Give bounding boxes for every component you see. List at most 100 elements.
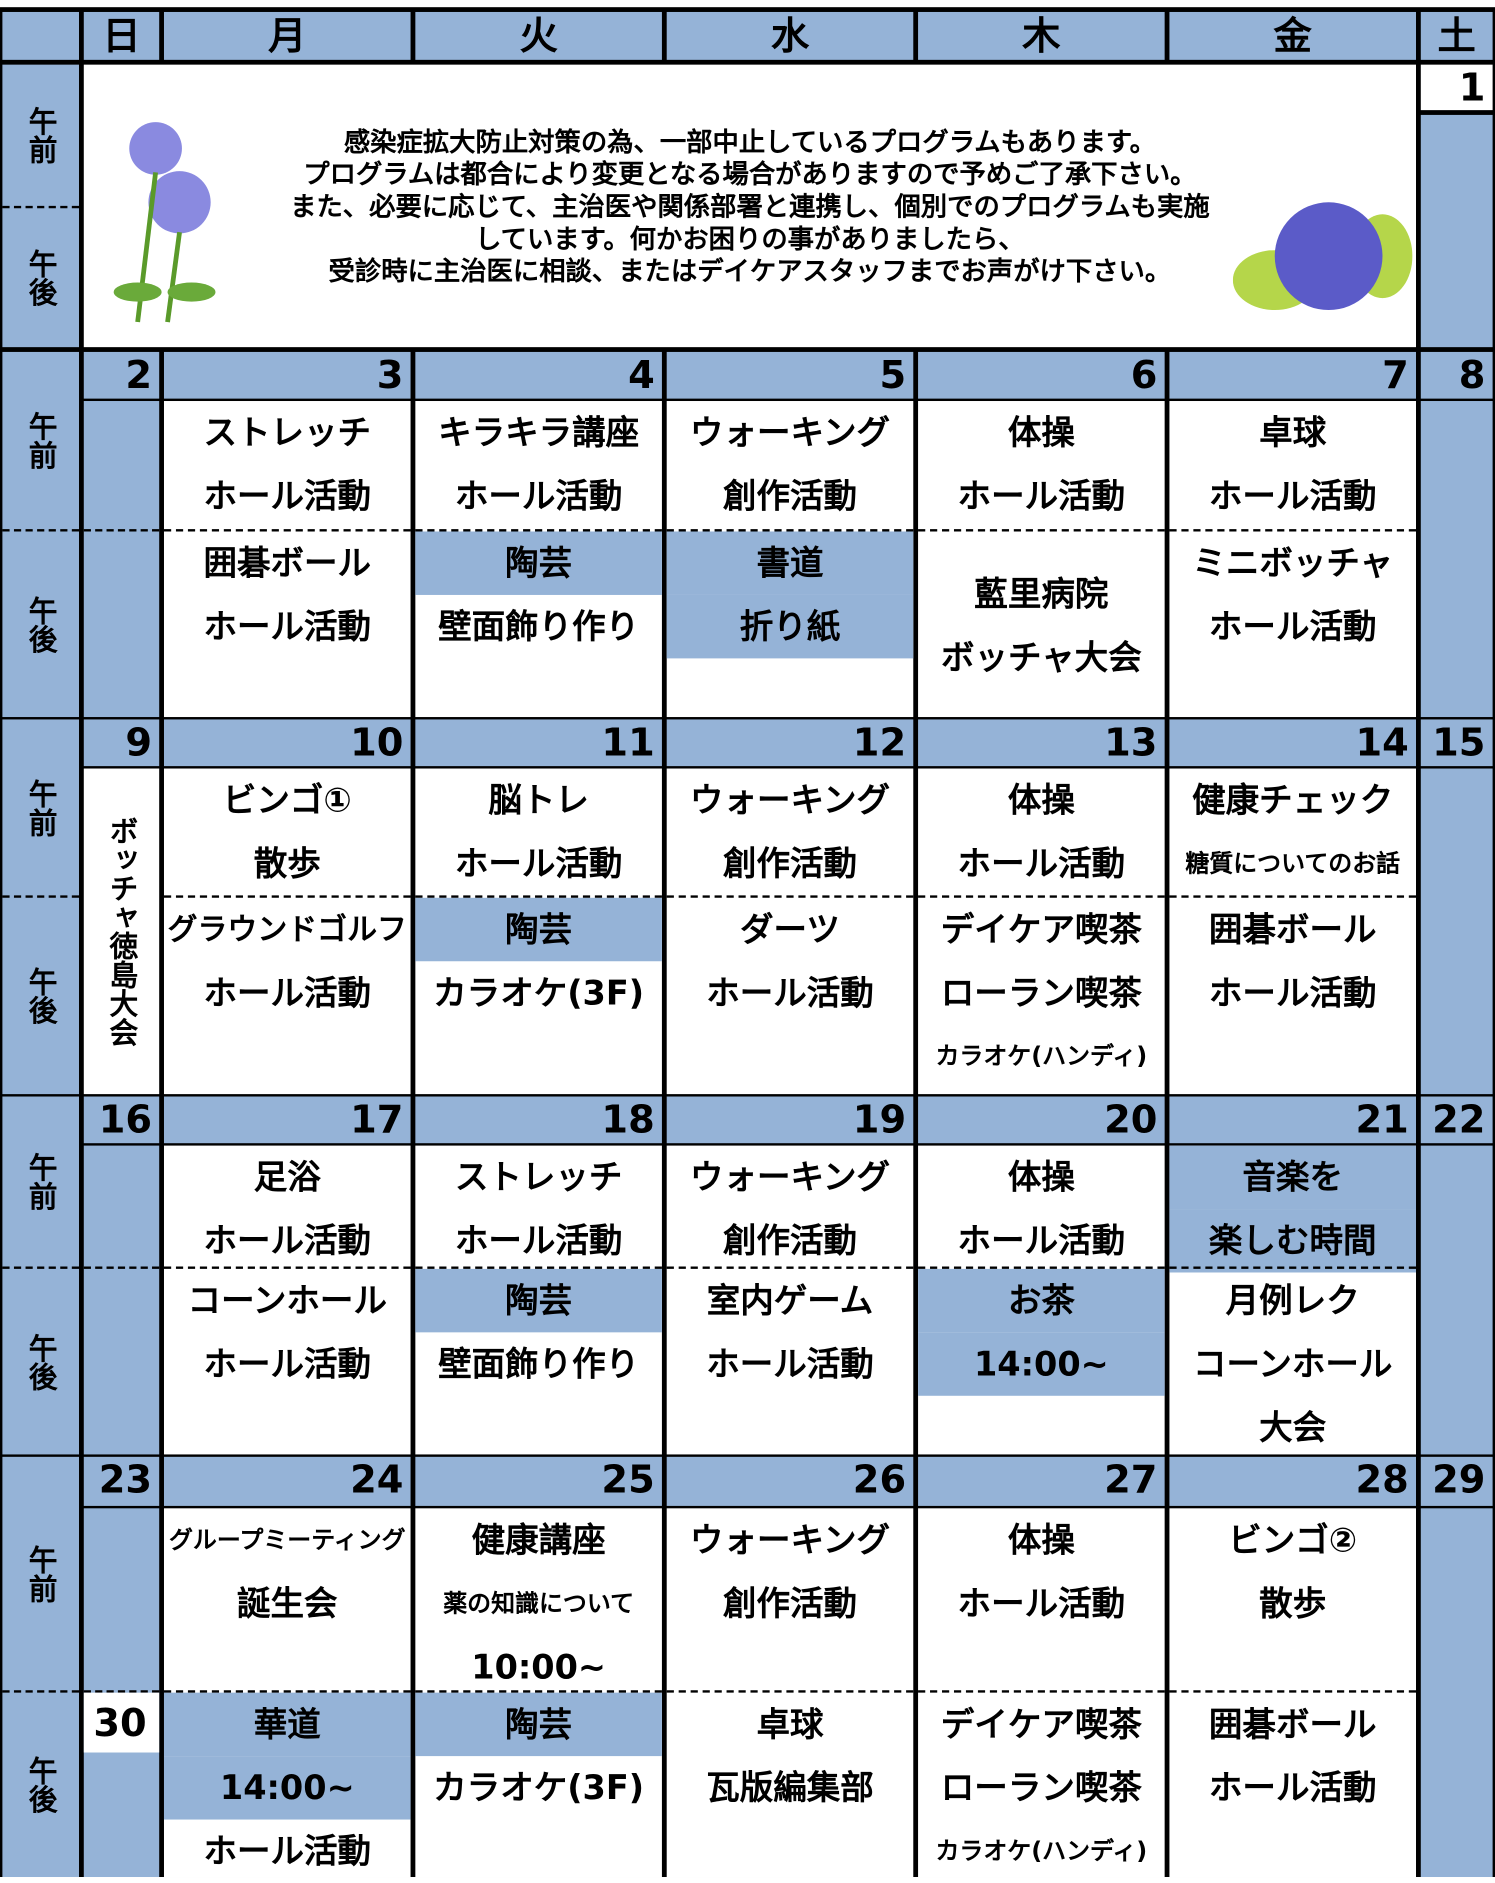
- program-text: 囲碁ボール: [1208, 1704, 1377, 1745]
- date-number: 18: [601, 1096, 655, 1143]
- date-cell: 15: [1420, 719, 1493, 767]
- day-cell: ストレッチ ホール活動 囲碁ボール ホール活動: [163, 401, 411, 718]
- date-cell: 14: [1169, 719, 1417, 767]
- program-text: ホール活動: [1208, 476, 1377, 516]
- date-cell: 28: [1169, 1456, 1417, 1506]
- program-text: ホール活動: [957, 1583, 1126, 1624]
- program-text: 陶芸: [415, 1268, 662, 1333]
- date-number: 10: [350, 719, 404, 765]
- ampm-divider: [163, 529, 411, 532]
- program-text: 卓球: [1259, 412, 1327, 453]
- program-text: ホール活動: [1208, 1768, 1377, 1808]
- program-text: ビンゴ②: [1228, 1520, 1358, 1560]
- program-text: 誕生会: [236, 1583, 338, 1624]
- program-text: 14:00~: [918, 1332, 1165, 1396]
- program-text: 体操: [1007, 1157, 1075, 1198]
- ampm-divider: [415, 1690, 662, 1693]
- program-text: コーンホール: [187, 1280, 387, 1321]
- program-text: 囲碁ボール: [203, 543, 372, 583]
- program-text: 健康講座: [471, 1520, 606, 1560]
- program-text: ホール活動: [957, 1221, 1126, 1261]
- date-cell: 4: [415, 351, 662, 399]
- program-text: カラオケ(ハンディ): [935, 1836, 1148, 1866]
- date-cell: 25: [415, 1456, 662, 1506]
- program-text: ホール活動: [957, 476, 1126, 516]
- ampm-column: 午前 午後: [2, 1456, 79, 1878]
- date-number: 29: [1432, 1456, 1486, 1503]
- date-cell: 11: [415, 719, 662, 767]
- day-name: 日: [102, 13, 141, 59]
- day-cell: ストレッチ ホール活動 陶芸 壁面飾り作り: [415, 1145, 662, 1455]
- date-number: 16: [98, 1096, 153, 1143]
- ampm-divider: [2, 205, 79, 209]
- program-text: 陶芸: [415, 897, 662, 962]
- ampm-column: 午前 午後: [2, 1096, 79, 1455]
- ampm-divider: [666, 1266, 914, 1269]
- program-text: グループミーティング: [168, 1525, 406, 1554]
- am-label: 午前: [23, 1544, 57, 1603]
- pm-label: 午後: [23, 967, 57, 1025]
- program-text: ホール活動: [454, 1221, 623, 1261]
- program-text: 月例レク: [1225, 1280, 1360, 1321]
- ampm-divider: [1169, 1266, 1417, 1269]
- day-cell: 体操 ホール活動 デイケア喫茶 ローラン喫茶 カラオケ(ハンディ): [918, 1508, 1165, 1878]
- ampm-divider: [415, 895, 662, 898]
- saturday-body: [1420, 401, 1493, 718]
- program-text: ウォーキング: [689, 1520, 891, 1560]
- am-label: 午前: [23, 778, 57, 837]
- date-number: 30: [93, 1699, 147, 1746]
- ampm-divider: [918, 529, 1165, 532]
- program-text: ホール活動: [957, 843, 1126, 884]
- date-cell: 21: [1169, 1096, 1417, 1144]
- am-label: 午前: [23, 106, 57, 164]
- program-text: ホール活動: [706, 1344, 874, 1384]
- pm-label: 午後: [23, 1756, 57, 1814]
- program-text: 折り紙: [666, 594, 914, 659]
- date-cell: 17: [163, 1096, 411, 1144]
- day-name: 月: [268, 13, 307, 59]
- date-number: 17: [350, 1096, 404, 1143]
- ampm-divider: [83, 1266, 160, 1269]
- ampm-divider: [1169, 1690, 1417, 1693]
- date-number: 12: [852, 719, 907, 765]
- day-header: 木: [918, 11, 1165, 60]
- saturday-body: [1420, 114, 1493, 348]
- date-number: 2: [125, 351, 153, 398]
- program-text: デイケア喫茶: [940, 909, 1142, 950]
- day-header: 水: [666, 11, 914, 60]
- day-cell: ウォーキング 創作活動 ダーツ ホール活動: [666, 768, 914, 1095]
- day-cell: ウォーキング 創作活動 書道 折り紙: [666, 401, 914, 718]
- day-cell: ウォーキング 創作活動 室内ゲーム ホール活動: [666, 1145, 914, 1455]
- date-cell: 12: [666, 719, 914, 767]
- date-cell: 19: [666, 1096, 914, 1144]
- program-text: 瓦版編集部: [706, 1768, 874, 1808]
- day-cell: ビンゴ② 散歩 囲碁ボール ホール活動: [1169, 1508, 1417, 1878]
- ampm-divider: [2, 895, 79, 898]
- ampm-divider: [415, 1266, 662, 1269]
- program-text: ホール活動: [1208, 973, 1377, 1013]
- day-cell: ビンゴ① 散歩 グラウンドゴルフ ホール活動: [163, 768, 411, 1095]
- date-cell: 13: [918, 719, 1165, 767]
- ampm-divider: [918, 895, 1165, 898]
- program-text: ダーツ: [740, 909, 840, 950]
- program-text: お茶: [918, 1268, 1165, 1333]
- program-text: 体操: [1007, 1520, 1075, 1560]
- date-cell: 8: [1420, 351, 1493, 399]
- date-cell: 3: [163, 351, 411, 399]
- program-text: 健康チェック: [1192, 780, 1394, 820]
- program-text: 陶芸: [415, 531, 662, 595]
- ampm-divider: [83, 1690, 160, 1693]
- sunday-body: [83, 401, 160, 718]
- program-text: 囲碁ボール: [1208, 909, 1377, 950]
- date-number: 19: [852, 1096, 907, 1143]
- program-text: 壁面飾り作り: [438, 1344, 640, 1384]
- program-text: ウォーキング: [689, 1157, 891, 1198]
- ampm-divider: [918, 1266, 1165, 1269]
- ampm-divider: [1169, 529, 1417, 532]
- date-number: 25: [601, 1456, 655, 1503]
- day-header: 日: [83, 11, 160, 60]
- program-text: 10:00~: [471, 1647, 607, 1687]
- date-cell: 27: [918, 1456, 1165, 1506]
- day-header: 金: [1169, 11, 1417, 60]
- date-cell: 2: [83, 351, 160, 399]
